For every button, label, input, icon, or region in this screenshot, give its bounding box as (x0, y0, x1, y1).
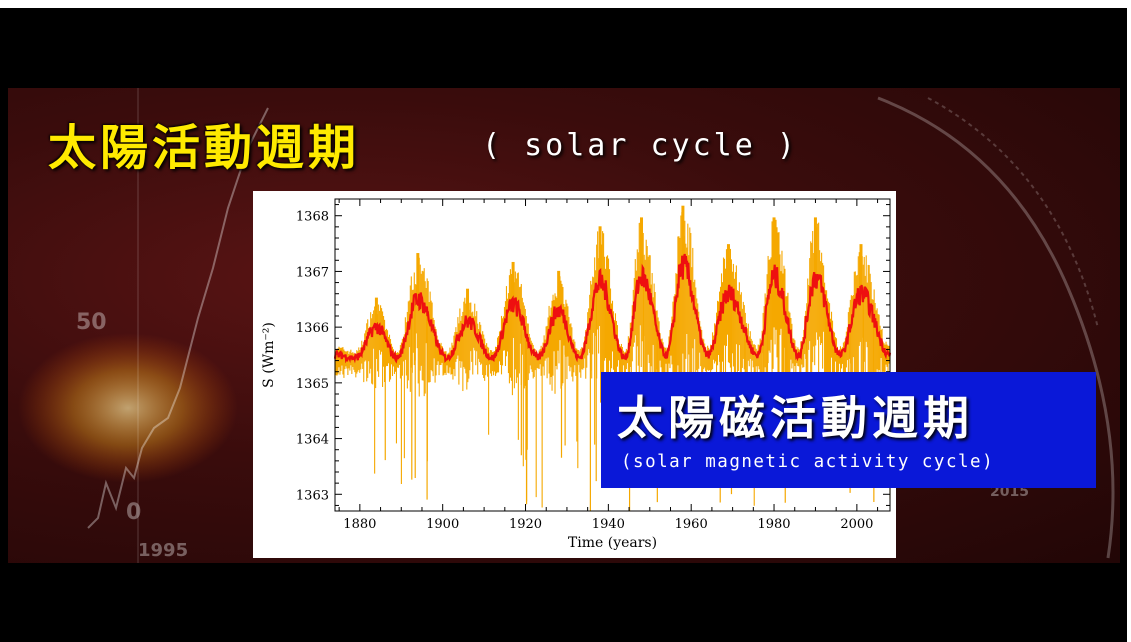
axes-layer: 1880 1900 1920 1940 1960 1980 2000 1363 1364 1365… (261, 198, 891, 551)
x-axis-title: Time (years) (568, 535, 657, 551)
y-tick-label: 1365 (296, 377, 329, 392)
x-tick-label: 1940 (592, 517, 625, 532)
plot-frame (334, 198, 891, 512)
smoothed-series-layer (333, 253, 892, 364)
background-year-left: 1995 (138, 540, 189, 561)
y-tick-label: 1364 (296, 433, 329, 448)
smoothed-series-line (333, 253, 892, 364)
background-arc-2 (927, 97, 1099, 329)
title-chinese: 太陽活動週期 (48, 120, 361, 176)
y-tick-label: 1368 (296, 210, 329, 225)
overlay-caption-box: 太陽磁活動週期 (solar magnetic activity cycle) (601, 372, 1096, 488)
irradiance-chart: 1880 1900 1920 1940 1960 1980 2000 1363 1364 1365… (261, 198, 892, 551)
background-decor (18, 88, 1115, 563)
background-year-right: 2015 (990, 484, 1029, 500)
x-tick-label: 1960 (675, 517, 708, 532)
background-tick-50: 50 (76, 310, 107, 335)
background-tick-0: 0 (126, 500, 142, 525)
x-tick-label: 1880 (343, 517, 376, 532)
overlay-title-chinese: 太陽磁活動週期 (617, 391, 974, 445)
x-tick-label: 1920 (509, 517, 542, 532)
title-english: ( solar cycle ) (482, 128, 798, 163)
background-curve (87, 107, 269, 529)
overlay-title-english: (solar magnetic activity cycle) (621, 452, 995, 472)
x-tick-label: 1900 (426, 517, 459, 532)
y-axis-title: S (Wm⁻²) (261, 322, 277, 388)
y-tick-label: 1367 (296, 265, 329, 280)
x-tick-label: 1980 (757, 517, 790, 532)
background-arc (877, 96, 1115, 559)
right-white-bar (1127, 0, 1131, 642)
background-glow (18, 333, 238, 483)
y-tick-label: 1363 (296, 488, 329, 503)
x-tick-label: 2000 (840, 517, 873, 532)
top-white-bar (0, 0, 1131, 8)
y-tick-label: 1366 (296, 321, 329, 336)
